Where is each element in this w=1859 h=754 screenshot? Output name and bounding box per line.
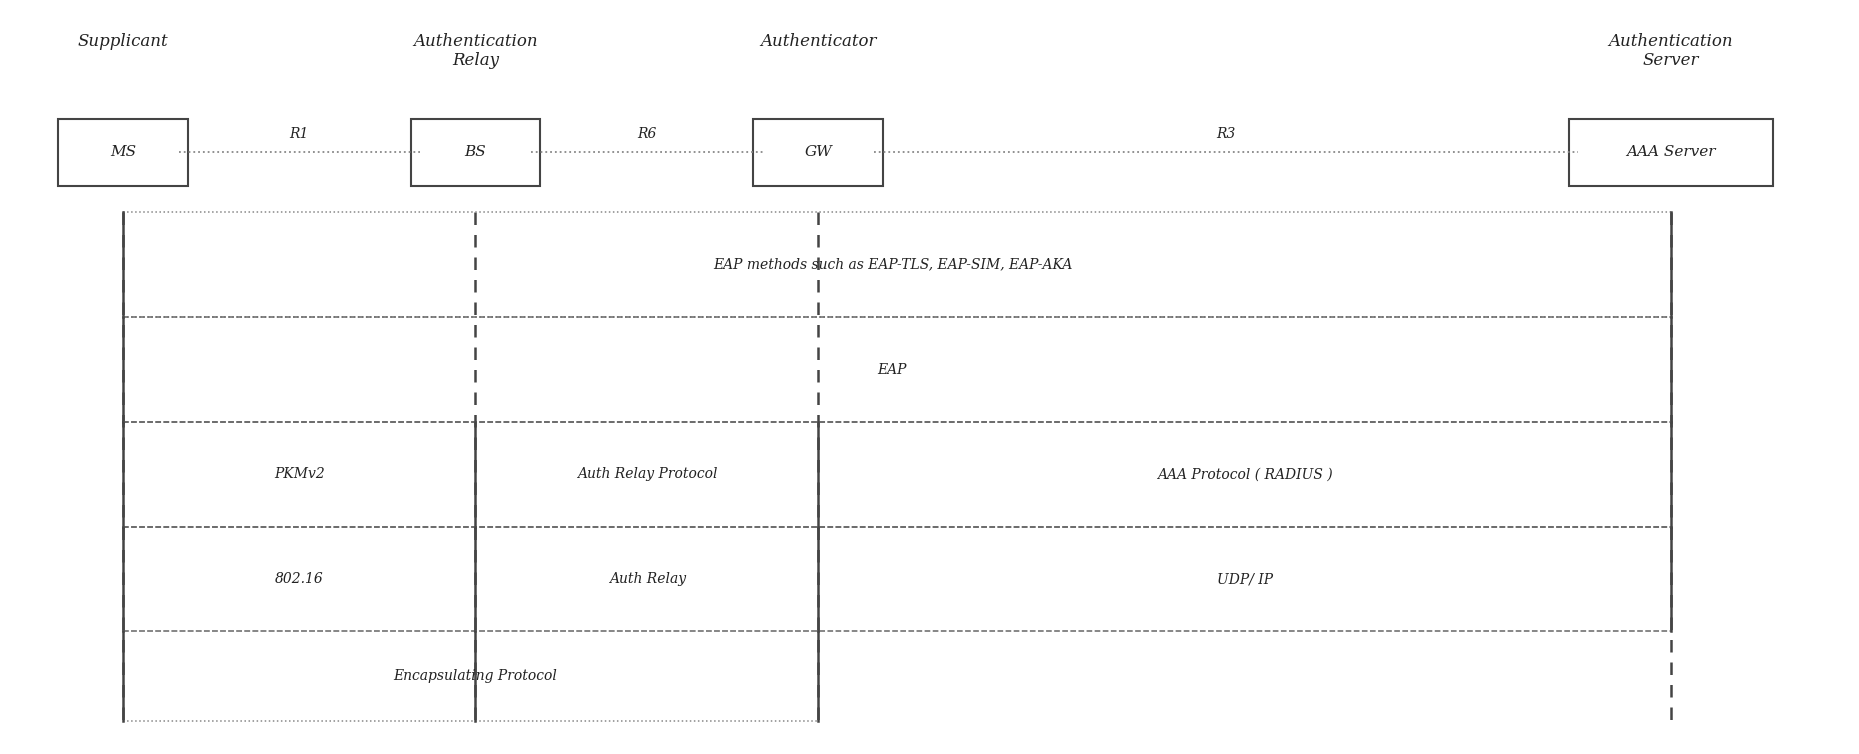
- Text: R6: R6: [638, 127, 656, 141]
- Text: Supplicant: Supplicant: [78, 32, 169, 50]
- Text: Encapsulating Protocol: Encapsulating Protocol: [394, 670, 558, 683]
- Text: Auth Relay Protocol: Auth Relay Protocol: [578, 467, 718, 481]
- FancyBboxPatch shape: [411, 119, 541, 186]
- Text: R3: R3: [1216, 127, 1236, 141]
- Text: EAP methods such as EAP-TLS, EAP-SIM, EAP-AKA: EAP methods such as EAP-TLS, EAP-SIM, EA…: [712, 258, 1073, 271]
- Text: Auth Relay: Auth Relay: [610, 572, 686, 586]
- Text: EAP: EAP: [877, 363, 907, 376]
- Text: BS: BS: [465, 146, 487, 159]
- Text: Authentication
Relay: Authentication Relay: [413, 32, 537, 69]
- FancyBboxPatch shape: [58, 119, 188, 186]
- Text: Authenticator: Authenticator: [760, 32, 877, 50]
- Text: AAA Server: AAA Server: [1627, 146, 1716, 159]
- FancyBboxPatch shape: [753, 119, 883, 186]
- Text: GW: GW: [805, 146, 833, 159]
- FancyBboxPatch shape: [1569, 119, 1773, 186]
- Text: 802.16: 802.16: [275, 572, 323, 586]
- Text: MS: MS: [110, 146, 136, 159]
- Text: R1: R1: [290, 127, 309, 141]
- Text: AAA Protocol ( RADIUS ): AAA Protocol ( RADIUS ): [1156, 467, 1333, 481]
- Text: UDP/ IP: UDP/ IP: [1216, 572, 1273, 586]
- Text: PKMv2: PKMv2: [273, 467, 325, 481]
- Text: Authentication
Server: Authentication Server: [1608, 32, 1733, 69]
